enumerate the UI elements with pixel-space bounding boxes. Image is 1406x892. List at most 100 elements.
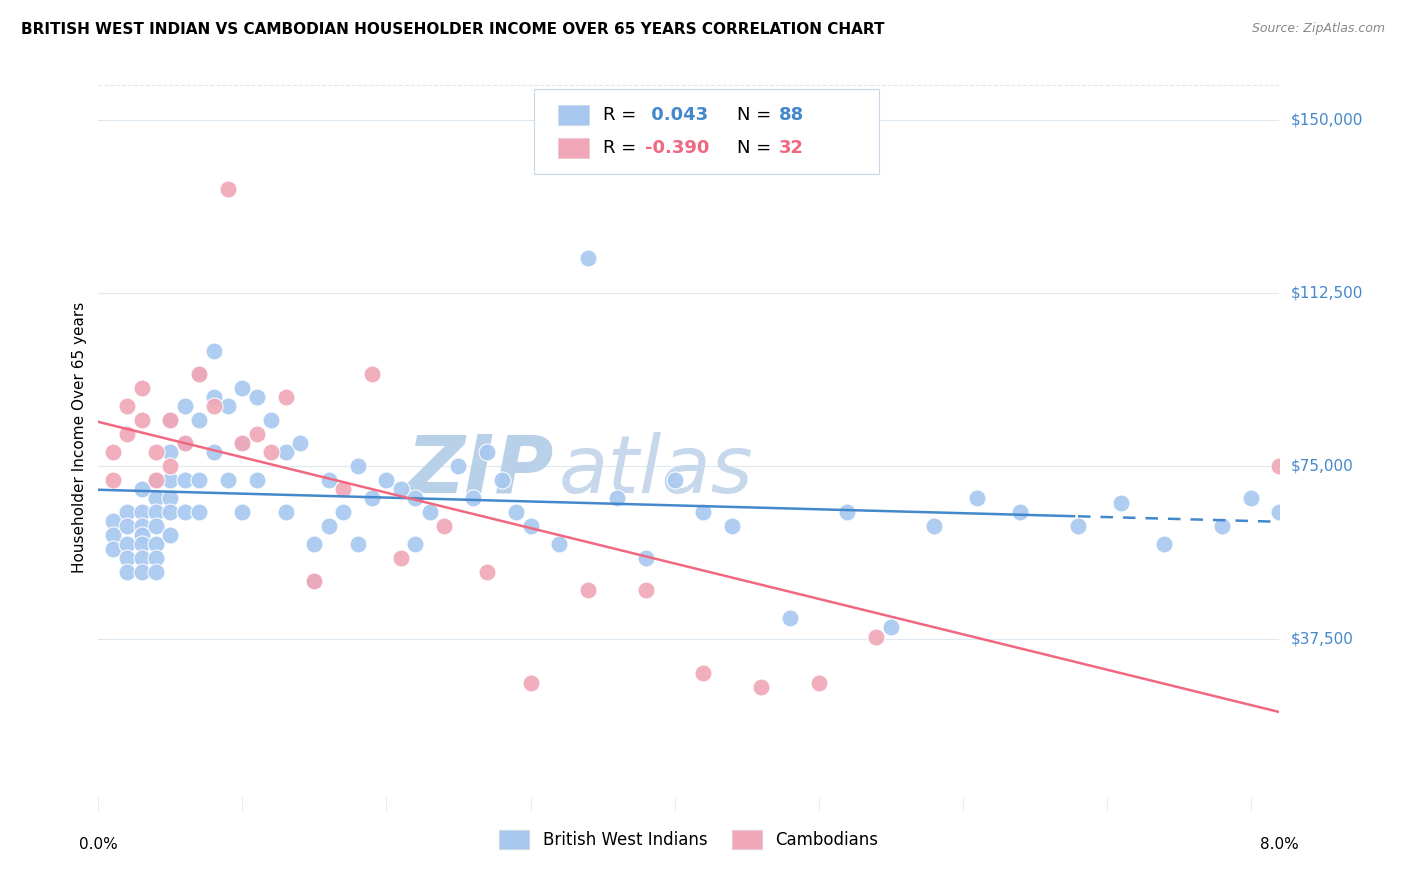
Point: [217, 399, 239, 413]
Point: [389, 551, 412, 566]
Point: [966, 491, 988, 505]
Point: [318, 519, 340, 533]
Point: [1211, 519, 1233, 533]
Point: [145, 519, 167, 533]
Text: N =: N =: [737, 139, 776, 157]
Point: [188, 473, 211, 487]
Point: [159, 445, 181, 459]
Point: [304, 537, 326, 551]
Point: [145, 551, 167, 566]
Point: [202, 343, 225, 358]
Point: [159, 473, 181, 487]
Point: [115, 565, 138, 579]
Point: [361, 491, 384, 505]
Point: [576, 252, 599, 266]
Point: [159, 458, 181, 473]
Point: [461, 491, 484, 505]
Point: [749, 680, 772, 694]
Point: [231, 435, 253, 450]
Point: [159, 491, 181, 505]
Point: [188, 413, 211, 427]
Point: [131, 482, 153, 496]
Point: [101, 514, 124, 528]
Point: [634, 551, 657, 566]
Point: [145, 537, 167, 551]
Point: [274, 390, 297, 404]
Point: [837, 505, 859, 519]
Point: [260, 413, 283, 427]
Point: [491, 473, 513, 487]
Point: [692, 505, 714, 519]
Point: [101, 541, 124, 556]
Point: [375, 473, 398, 487]
Point: [159, 505, 181, 519]
Point: [131, 519, 153, 533]
Point: [202, 399, 225, 413]
Point: [548, 537, 571, 551]
Point: [202, 390, 225, 404]
Point: [1109, 496, 1132, 510]
Point: [606, 491, 628, 505]
Point: [159, 413, 181, 427]
Point: [332, 482, 354, 496]
Y-axis label: Householder Income Over 65 years: Householder Income Over 65 years: [72, 301, 87, 573]
Point: [101, 473, 124, 487]
Text: ZIP: ZIP: [406, 432, 553, 510]
Point: [404, 537, 426, 551]
Point: [131, 505, 153, 519]
Text: atlas: atlas: [560, 432, 754, 510]
Point: [274, 445, 297, 459]
Point: [1268, 505, 1291, 519]
Text: $112,500: $112,500: [1291, 285, 1362, 301]
Point: [217, 473, 239, 487]
Point: [246, 390, 269, 404]
Text: R =: R =: [603, 139, 643, 157]
Point: [361, 367, 384, 381]
Point: [477, 565, 499, 579]
Point: [173, 435, 195, 450]
Point: [346, 537, 368, 551]
Point: [231, 380, 253, 394]
Point: [318, 473, 340, 487]
Text: 32: 32: [779, 139, 804, 157]
Text: 8.0%: 8.0%: [1260, 837, 1299, 852]
Point: [634, 583, 657, 598]
Point: [101, 445, 124, 459]
Point: [131, 551, 153, 566]
Point: [202, 445, 225, 459]
Point: [173, 505, 195, 519]
Point: [217, 182, 239, 196]
Point: [346, 458, 368, 473]
Point: [131, 528, 153, 542]
Point: [115, 519, 138, 533]
Point: [779, 611, 801, 625]
Point: [1240, 491, 1263, 505]
Point: [188, 505, 211, 519]
Text: BRITISH WEST INDIAN VS CAMBODIAN HOUSEHOLDER INCOME OVER 65 YEARS CORRELATION CH: BRITISH WEST INDIAN VS CAMBODIAN HOUSEHO…: [21, 22, 884, 37]
Point: [519, 519, 541, 533]
Point: [865, 630, 887, 644]
Text: Source: ZipAtlas.com: Source: ZipAtlas.com: [1251, 22, 1385, 36]
Legend: British West Indians, Cambodians: British West Indians, Cambodians: [492, 823, 886, 855]
Point: [1010, 505, 1032, 519]
Point: [115, 551, 138, 566]
Point: [115, 426, 138, 441]
Point: [807, 675, 830, 690]
Text: 0.0%: 0.0%: [79, 837, 118, 852]
Point: [131, 537, 153, 551]
Point: [576, 583, 599, 598]
Point: [288, 435, 311, 450]
Point: [260, 445, 283, 459]
Point: [231, 505, 253, 519]
Point: [173, 473, 195, 487]
Point: [879, 620, 901, 634]
Text: 88: 88: [779, 106, 804, 124]
Point: [188, 367, 211, 381]
Point: [922, 519, 945, 533]
Point: [433, 519, 456, 533]
Text: $150,000: $150,000: [1291, 112, 1362, 128]
Point: [1153, 537, 1175, 551]
Point: [477, 445, 499, 459]
Point: [145, 491, 167, 505]
Point: [159, 413, 181, 427]
